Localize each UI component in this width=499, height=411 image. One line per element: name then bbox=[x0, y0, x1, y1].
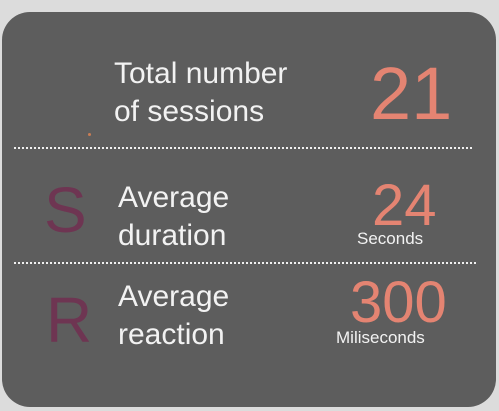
sessions-label-line2: of sessions bbox=[114, 94, 264, 130]
sessions-value: 21 bbox=[370, 57, 452, 131]
reaction-label-line1: Average bbox=[118, 279, 229, 315]
reaction-value: 300 bbox=[350, 274, 447, 332]
stats-card: Total number of sessions 21 S Average du… bbox=[2, 12, 496, 407]
reaction-unit: Miliseconds bbox=[336, 329, 425, 346]
duration-label-line2: duration bbox=[118, 218, 226, 254]
duration-value: 24 bbox=[372, 177, 437, 235]
decorative-dot bbox=[88, 133, 91, 136]
duration-label-line1: Average bbox=[118, 180, 229, 216]
reaction-label-line2: reaction bbox=[118, 317, 225, 353]
sessions-label-line1: Total number bbox=[114, 56, 287, 92]
divider bbox=[14, 262, 476, 264]
duration-unit: Seconds bbox=[357, 230, 423, 247]
divider bbox=[14, 147, 472, 149]
duration-letter-icon: S bbox=[44, 178, 87, 242]
reaction-letter-icon: R bbox=[46, 288, 92, 352]
